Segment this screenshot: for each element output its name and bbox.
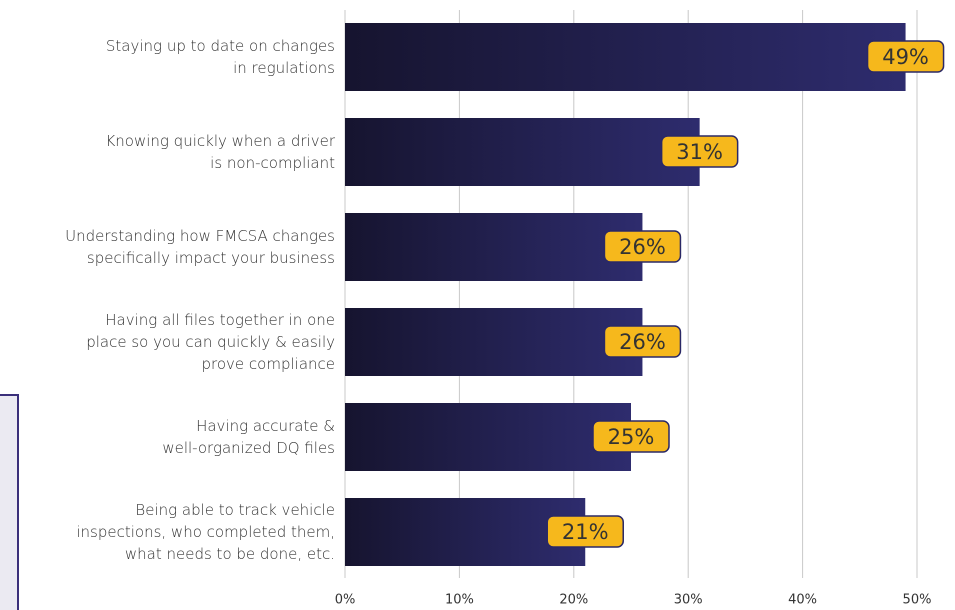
value-label: 26% [619,330,666,354]
bars: 49% 31% 26% 26% 25% 21% [345,23,945,566]
value-label: 49% [882,45,929,69]
x-tick-label: 20% [559,593,588,608]
bar [345,23,906,91]
value-badge [546,515,624,548]
value-badge [660,135,739,168]
x-tick-label: 10% [445,593,474,608]
bar [345,498,586,566]
bar [345,213,643,281]
value-label: 26% [619,235,666,259]
category-label: Having accurate & well-organized DQ file… [162,417,335,457]
bar [345,308,643,376]
category-label: Knowing quickly when a driver is non-com… [105,132,335,172]
x-tick-label: 40% [788,593,817,608]
bar [345,118,700,186]
value-label: 25% [608,425,655,449]
x-tick-label: 50% [903,593,932,608]
value-badge [866,40,945,73]
category-label: Staying up to date on changes in regulat… [105,37,335,77]
category-label: Having all files together in one place s… [86,311,335,373]
bar [345,403,631,471]
side-panel [0,394,19,610]
category-label: Being able to track vehicle inspections,… [76,501,335,563]
grid: 0% 10% 20% 30% 40% 50% [335,10,932,608]
category-label: Understanding how FMCSA changes specific… [65,227,335,267]
value-badge [603,325,682,358]
value-badge [603,230,682,263]
x-tick-label: 30% [674,593,703,608]
value-badge [592,420,670,453]
x-tick-label: 0% [335,593,356,608]
value-label: 31% [676,140,723,164]
value-label: 21% [562,520,609,544]
